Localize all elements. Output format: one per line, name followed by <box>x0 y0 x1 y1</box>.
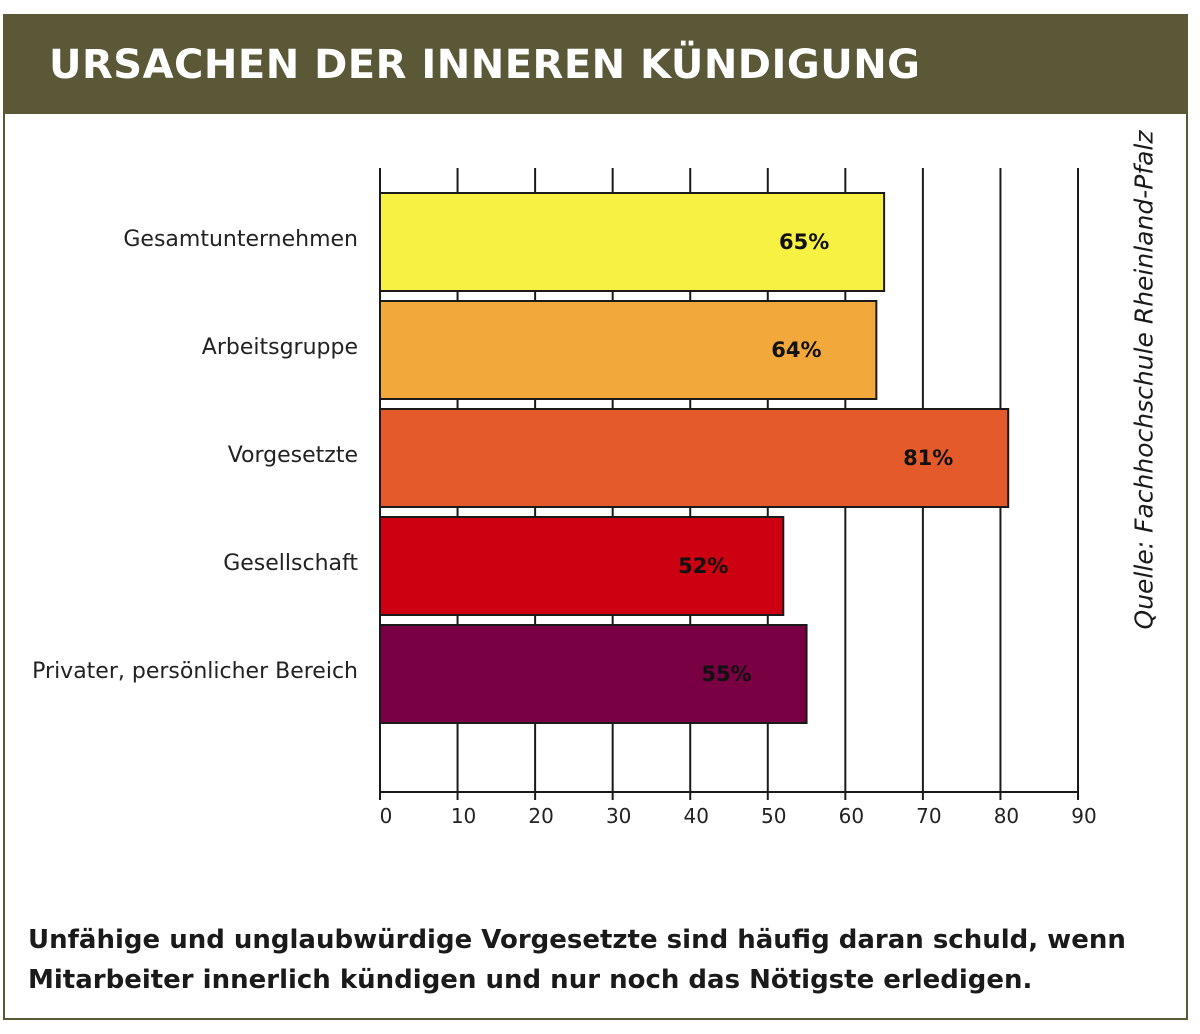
x-tick-label: 70 <box>916 804 941 828</box>
data-label: 52% <box>678 554 728 578</box>
category-label: Vorgesetzte <box>228 443 358 468</box>
bar <box>379 624 808 724</box>
data-label: 65% <box>779 230 829 254</box>
x-tick-label: 40 <box>683 804 708 828</box>
chart-title: URSACHEN DER INNEREN KÜNDIGUNG <box>49 42 921 88</box>
bar <box>379 300 878 400</box>
category-label: Privater, persönlicher Bereich <box>32 659 358 684</box>
x-tick-label: 10 <box>451 804 476 828</box>
x-tick-label: 0 <box>380 804 393 828</box>
bar-chart: 0 10 20 30 40 50 60 70 80 90 Gesamtunternehmen 65% A… <box>32 168 1097 828</box>
x-tick-label: 20 <box>528 804 553 828</box>
chart-caption: Unfähige und unglaubwürdige Vorgesetzte … <box>28 925 1126 995</box>
x-tick-label: 80 <box>994 804 1019 828</box>
bar <box>379 192 886 292</box>
category-label: Gesellschaft <box>223 551 358 576</box>
data-label: 55% <box>701 662 751 686</box>
category-label: Arbeitsgruppe <box>202 335 358 360</box>
bar <box>379 408 1010 508</box>
x-tick-label: 30 <box>606 804 631 828</box>
category-label: Gesamtunternehmen <box>123 227 358 252</box>
data-label: 81% <box>903 446 953 470</box>
x-tick-label: 90 <box>1071 804 1096 828</box>
data-label: 64% <box>771 338 821 362</box>
source-note: Quelle: Fachhochschule Rheinland-Pfalz <box>1129 130 1159 630</box>
title-bar: URSACHEN DER INNEREN KÜNDIGUNG <box>3 14 1188 114</box>
bar <box>379 516 785 616</box>
x-tick-label: 50 <box>761 804 786 828</box>
x-tick-label: 60 <box>839 804 864 828</box>
